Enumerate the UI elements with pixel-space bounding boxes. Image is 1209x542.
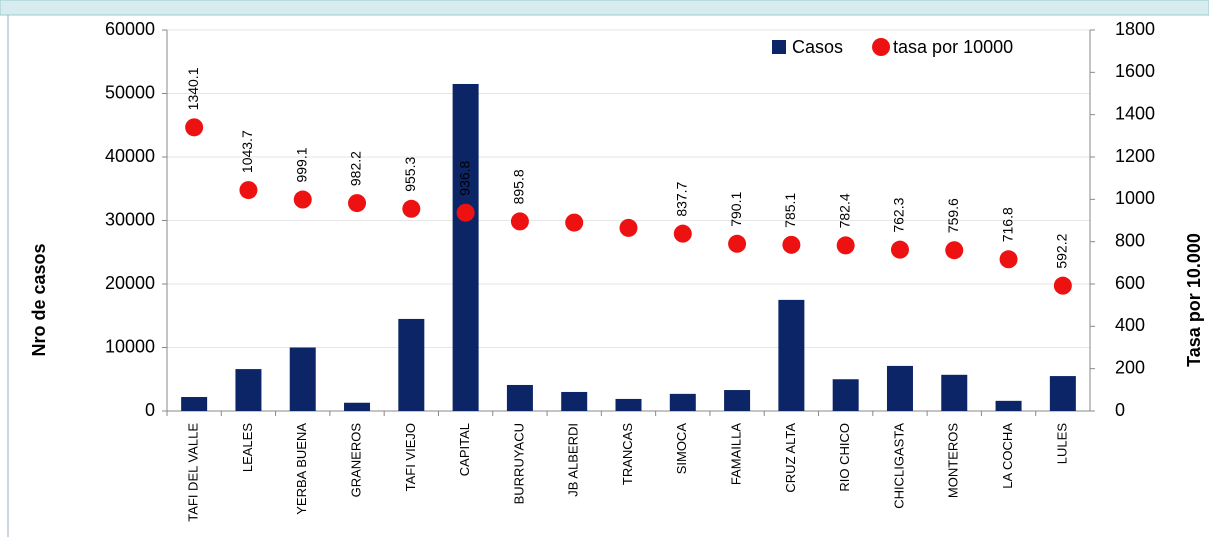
data-label: 762.3 [891, 197, 907, 232]
y2-tick-label: 1600 [1115, 61, 1155, 81]
bar [669, 393, 696, 411]
bar [941, 374, 968, 411]
y2-tick-label: 1200 [1115, 146, 1155, 166]
x-tick-label: MONTEROS [946, 423, 961, 498]
x-tick-label: CRUZ ALTA [783, 423, 798, 493]
y-tick-label: 10000 [105, 336, 155, 356]
y2-tick-label: 200 [1115, 357, 1145, 377]
legend-swatch [872, 38, 891, 56]
point [348, 194, 367, 213]
x-tick-label: TAFI DEL VALLE [186, 423, 201, 522]
point [945, 241, 964, 260]
data-label: 716.8 [999, 207, 1015, 242]
x-tick-label: RIO CHICO [837, 423, 852, 492]
x-tick-label: CAPITAL [457, 423, 472, 476]
point [239, 181, 258, 200]
point [565, 213, 584, 232]
point [293, 190, 312, 209]
y-tick-label: 20000 [105, 273, 155, 293]
data-label: 592.2 [1054, 233, 1070, 268]
data-label: 782.4 [836, 193, 852, 228]
header-bar [0, 0, 1209, 16]
y2-tick-label: 800 [1115, 230, 1145, 250]
legend-label: tasa por 10000 [893, 37, 1013, 57]
x-tick-label: LULES [1054, 423, 1069, 465]
data-label: 955.3 [402, 157, 418, 192]
bar [995, 400, 1022, 411]
data-label: 759.6 [945, 198, 961, 233]
point [510, 212, 529, 231]
point [999, 250, 1018, 269]
y-axis-title: Nro de casos [29, 243, 49, 356]
x-tick-label: GRANEROS [348, 423, 363, 498]
x-tick-label: BURRUYACU [511, 423, 526, 504]
point [185, 118, 204, 137]
point [402, 199, 421, 218]
bar [615, 398, 642, 411]
y-tick-label: 30000 [105, 209, 155, 229]
y2-tick-label: 400 [1115, 315, 1145, 335]
data-label: 1043.7 [239, 130, 255, 173]
data-label: 785.1 [782, 193, 798, 228]
data-label: 790.1 [728, 192, 744, 227]
bar [886, 365, 913, 411]
point [673, 224, 692, 243]
y2-tick-label: 600 [1115, 273, 1145, 293]
y2-tick-label: 0 [1115, 400, 1125, 420]
point [619, 218, 638, 237]
x-tick-label: LA COCHA [1000, 423, 1015, 489]
data-label: 895.8 [511, 169, 527, 204]
x-tick-label: LEALES [240, 423, 255, 472]
y-tick-label: 0 [145, 400, 155, 420]
y2-tick-label: 1800 [1115, 19, 1155, 39]
x-tick-label: FAMAILLA [729, 423, 744, 485]
bar [1049, 376, 1076, 411]
bar [344, 402, 371, 411]
y2-tick-label: 1000 [1115, 188, 1155, 208]
legend-swatch [772, 40, 786, 54]
x-tick-label: TAFI VIEJO [403, 423, 418, 491]
y2-tick-label: 1400 [1115, 103, 1155, 123]
point [836, 236, 855, 255]
data-label: 982.2 [348, 151, 364, 186]
bar [506, 384, 533, 411]
x-tick-label: YERBA BUENA [294, 423, 309, 515]
point [890, 240, 909, 259]
bar [452, 83, 479, 411]
point [1053, 276, 1072, 295]
y2-axis-title: Tasa por 10.000 [1184, 233, 1204, 367]
y-tick-label: 40000 [105, 146, 155, 166]
point [728, 234, 747, 253]
x-tick-label: CHICLIGASTA [891, 423, 906, 509]
bar [181, 397, 208, 411]
bar [832, 379, 859, 411]
data-label: 999.1 [293, 147, 309, 182]
bar [724, 390, 751, 411]
data-label: 837.7 [673, 181, 689, 216]
x-tick-label: TRANCAS [620, 423, 635, 485]
bar [289, 347, 316, 411]
x-tick-label: JB ALBERDI [566, 423, 581, 497]
bar [561, 391, 588, 411]
legend-label: Casos [792, 37, 843, 57]
bar [235, 369, 262, 411]
y-tick-label: 50000 [105, 82, 155, 102]
x-tick-label: SIMOCA [674, 423, 689, 475]
data-label: 936.8 [456, 160, 472, 195]
bar [398, 318, 425, 411]
bar [778, 299, 805, 411]
point [782, 235, 801, 254]
data-label: 1340.1 [185, 67, 201, 110]
y-tick-label: 60000 [105, 19, 155, 39]
point [456, 203, 475, 222]
